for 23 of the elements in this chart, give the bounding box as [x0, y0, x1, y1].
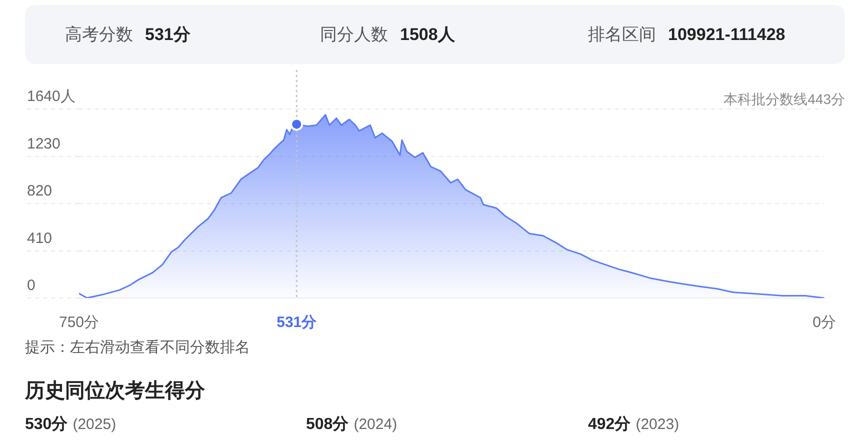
y-tick-label: 1230 — [27, 135, 60, 152]
text: 531分 — [145, 25, 190, 44]
text: 提示：左右滑动查看不同分数排名 — [25, 338, 250, 357]
x-tick-label: 0分 — [812, 314, 836, 332]
text: 1508人 — [400, 25, 455, 44]
y-tick-label: 1640人 — [27, 88, 76, 106]
x-tick-label: 531分 — [276, 314, 318, 332]
text: 530分 — [25, 416, 68, 433]
text: (2025) — [72, 416, 116, 433]
text: 508分 — [306, 416, 349, 433]
y-tick-label: 0 — [27, 277, 36, 294]
text: 492分 — [588, 416, 631, 433]
text: 历史同位次考生得分 — [25, 379, 205, 404]
x-tick-label: 750分 — [58, 314, 100, 332]
text: 本科批分数线443分 — [724, 91, 845, 109]
y-tick-label: 410 — [27, 230, 52, 247]
text: 109921-111428 — [668, 25, 786, 44]
text: (2024) — [354, 416, 398, 433]
text: 同分人数 — [320, 25, 388, 44]
text: 高考分数 — [65, 25, 133, 44]
text: 排名区间 — [588, 25, 656, 44]
text: (2023) — [636, 416, 680, 433]
y-tick-label: 820 — [27, 182, 52, 200]
